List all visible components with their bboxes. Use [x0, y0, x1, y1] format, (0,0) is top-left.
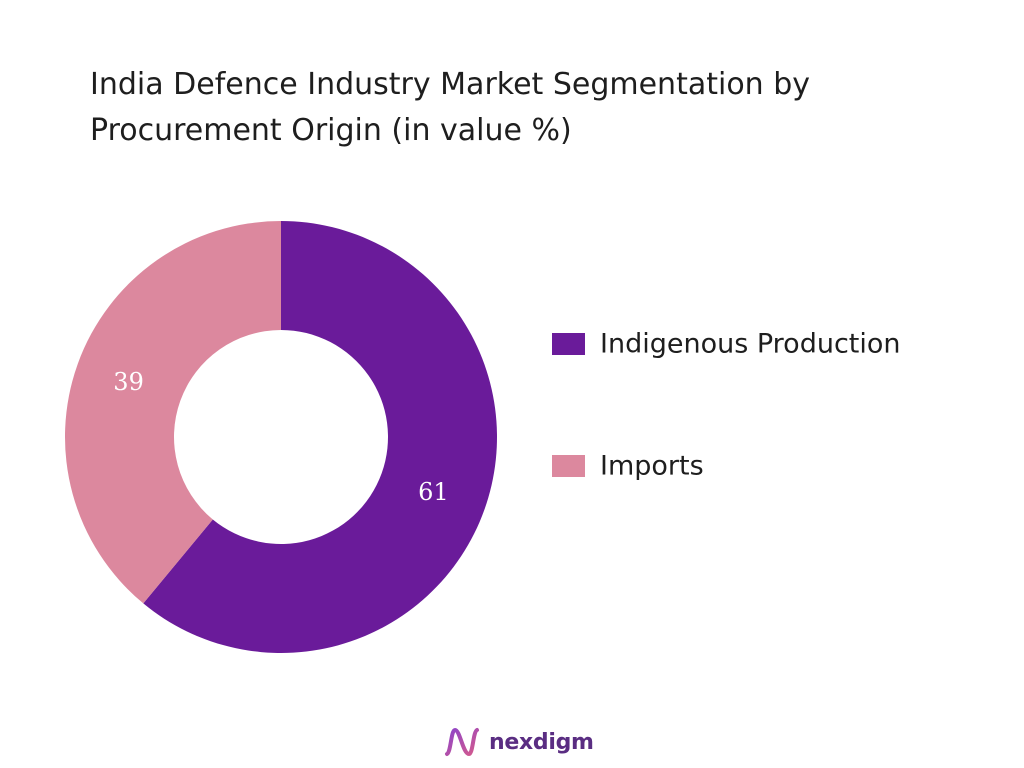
legend-item-0: Indigenous Production	[552, 329, 901, 360]
data-labels: 61 39	[113, 368, 448, 506]
legend: Indigenous Production Imports	[552, 329, 901, 482]
donut-slice-0	[143, 221, 498, 653]
legend-label-0: Indigenous Production	[600, 329, 901, 360]
legend-swatch-0	[552, 333, 585, 355]
donut-chart: 61 39 Indigenous Production Imports	[65, 221, 901, 653]
nexdigm-logo-icon	[445, 727, 479, 757]
chart-title: India Defence Industry Market Segmentati…	[90, 67, 811, 148]
brand-name: nexdigm	[489, 729, 594, 755]
data-label-1: 39	[113, 368, 144, 396]
legend-label-1: Imports	[600, 451, 704, 482]
donut-slice-1	[65, 221, 282, 604]
donut-slices	[65, 221, 498, 653]
legend-swatch-1	[552, 455, 585, 477]
legend-item-1: Imports	[552, 451, 704, 482]
brand-logo: nexdigm	[443, 724, 594, 760]
data-label-0: 61	[418, 478, 449, 506]
